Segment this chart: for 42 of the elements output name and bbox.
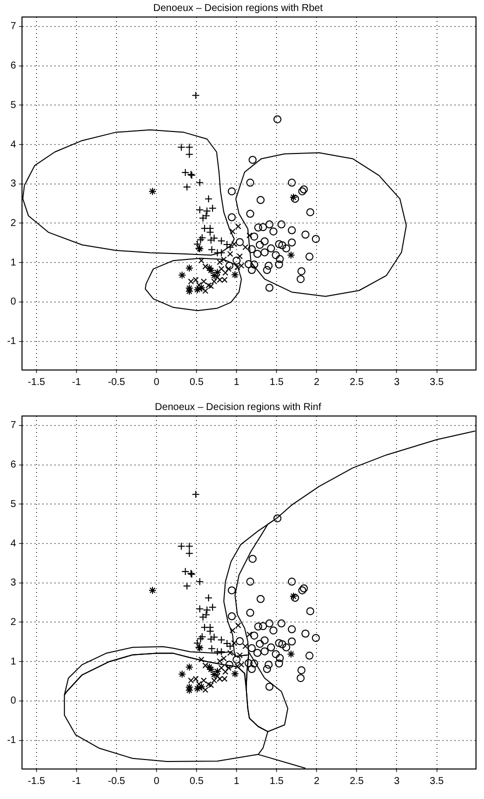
x-tick-label: 3 bbox=[394, 776, 400, 787]
y-tick-label: 0 bbox=[10, 296, 16, 308]
y-tick-label: -1 bbox=[7, 735, 16, 746]
x-tick-label: -0.5 bbox=[108, 376, 126, 388]
x-tick-label: 1.5 bbox=[270, 776, 284, 787]
y-tick-label: 7 bbox=[10, 420, 16, 432]
x-tick-label: 3 bbox=[394, 376, 400, 388]
y-tick-label: 7 bbox=[10, 21, 16, 32]
y-tick-label: 5 bbox=[10, 498, 16, 510]
x-tick-label: 3.5 bbox=[430, 376, 444, 388]
x-tick-label: 1.5 bbox=[270, 376, 284, 388]
x-tick-label: -1.5 bbox=[28, 776, 46, 787]
x-tick-label: -1.5 bbox=[28, 376, 46, 388]
x-tick-label: -1 bbox=[72, 776, 82, 787]
y-tick-label: 6 bbox=[10, 60, 16, 72]
y-tick-label: 3 bbox=[10, 178, 16, 190]
y-tick-label: 0 bbox=[10, 696, 16, 707]
y-tick-label: 6 bbox=[10, 460, 16, 471]
x-tick-label: 1 bbox=[234, 376, 240, 388]
x-tick-label: 2 bbox=[314, 776, 320, 787]
x-tick-label: 3.5 bbox=[430, 776, 444, 787]
chart-title: Denoeux – Decision regions with Rinf bbox=[154, 402, 322, 413]
x-tick-label: 0 bbox=[154, 376, 160, 388]
x-tick-label: 2.5 bbox=[350, 776, 364, 787]
chart-title: Denoeux – Decision regions with Rbet bbox=[153, 2, 323, 14]
y-tick-label: 4 bbox=[10, 538, 16, 550]
y-tick-label: 5 bbox=[10, 100, 16, 111]
y-tick-label: 3 bbox=[10, 578, 16, 589]
y-tick-label: 2 bbox=[10, 218, 16, 229]
y-tick-label: 1 bbox=[10, 656, 16, 668]
x-tick-label: 1 bbox=[234, 776, 240, 787]
x-tick-label: -1 bbox=[72, 376, 82, 388]
x-tick-label: 0.5 bbox=[190, 376, 204, 388]
x-tick-label: -0.5 bbox=[108, 776, 126, 787]
x-tick-label: 0.5 bbox=[190, 776, 204, 787]
y-tick-label: 1 bbox=[10, 257, 16, 268]
x-tick-label: 0 bbox=[154, 776, 160, 787]
y-tick-label: 2 bbox=[10, 616, 16, 628]
x-tick-label: 2.5 bbox=[350, 376, 364, 388]
y-tick-label: -1 bbox=[7, 336, 16, 348]
x-tick-label: 2 bbox=[314, 376, 320, 388]
y-tick-label: 4 bbox=[10, 139, 16, 150]
